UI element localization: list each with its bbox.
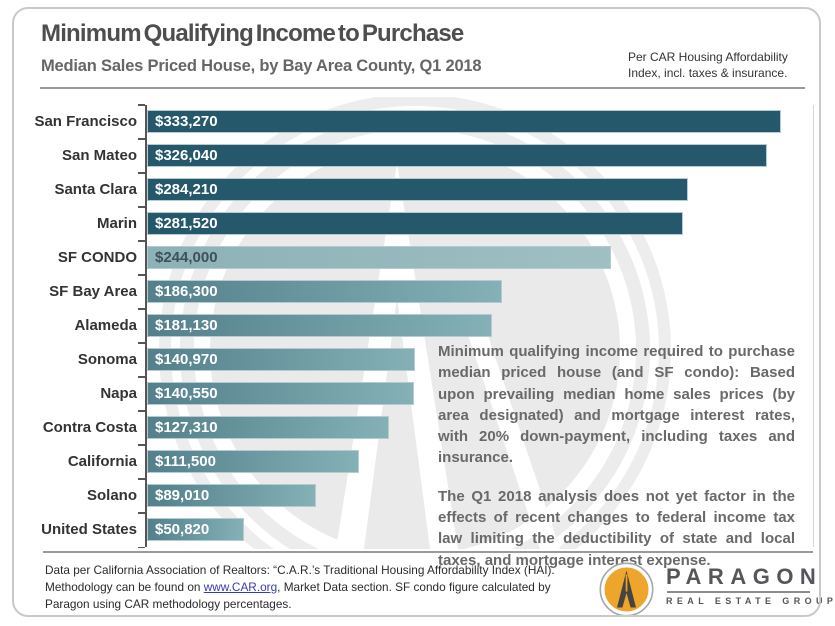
bar-track: $140,550	[138, 376, 813, 411]
bar-value-label: $326,040	[155, 147, 218, 164]
chart-row: Napa $140,550	[30, 376, 813, 411]
chart-row: Alameda $181,130	[30, 308, 813, 343]
bar-sf-condo: $244,000	[147, 246, 612, 269]
bar-san-francisco: $333,270	[147, 110, 782, 133]
bar-track: $89,010	[138, 478, 813, 513]
chart-row: SF Bay Area $186,300	[30, 274, 813, 309]
bar-value-label: $140,550	[155, 385, 218, 402]
footer-text-before-link: Data per California Association of Realt…	[45, 563, 555, 594]
bar-value-label: $244,000	[155, 249, 218, 266]
bar-value-label: $140,970	[155, 351, 218, 368]
bar-california: $111,500	[147, 450, 360, 473]
category-label: Napa	[100, 385, 137, 402]
bar-track: $181,130	[138, 308, 813, 343]
page-subtitle: Median Sales Priced House, by Bay Area C…	[41, 57, 482, 75]
chart-row: San Francisco $333,270	[30, 104, 813, 139]
bar-track: $50,820	[138, 512, 813, 548]
chart-row: SF CONDO $244,000	[30, 240, 813, 275]
category-label: San Francisco	[34, 113, 137, 130]
bar-track: $284,210	[138, 172, 813, 207]
chart-row: Solano $89,010	[30, 478, 813, 513]
category-label: Solano	[86, 487, 137, 504]
paragon-wordmark: PARAGON	[666, 564, 823, 589]
bar-napa: $140,550	[147, 382, 415, 405]
footer-source-text: Data per California Association of Realt…	[45, 562, 597, 612]
bar-sonoma: $140,970	[147, 348, 416, 371]
category-label: Marin	[96, 215, 137, 232]
category-label: Contra Costa	[42, 419, 137, 436]
paragon-logo-rule	[667, 591, 810, 594]
chart-row: United States $50,820	[30, 512, 813, 548]
bar-value-label: $50,820	[155, 521, 210, 538]
bar-track: $326,040	[138, 138, 813, 173]
bar-san-mateo: $326,040	[147, 144, 768, 167]
category-label: United States	[41, 521, 137, 538]
bar-alameda: $181,130	[147, 314, 492, 337]
bar-sf-bay-area: $186,300	[147, 280, 502, 303]
chart-row: Sonoma $140,970	[30, 342, 813, 377]
bar-value-label: $333,270	[155, 113, 218, 130]
bar-track: $186,300	[138, 274, 813, 309]
annotation-paragraph-1: Minimum qualifying income required to pu…	[438, 343, 795, 467]
category-label: California	[67, 453, 137, 470]
footer-divider	[43, 551, 813, 553]
bar-santa-clara: $284,210	[147, 178, 688, 201]
category-label: Sonoma	[77, 351, 137, 368]
bar-track: $244,000	[138, 240, 813, 275]
category-label: SF CONDO	[57, 249, 137, 266]
header-note: Per CAR Housing Affordability Index, inc…	[628, 50, 788, 80]
chart-row: San Mateo $326,040	[30, 138, 813, 173]
bar-value-label: $89,010	[155, 487, 210, 504]
chart-row: Santa Clara $284,210	[30, 172, 813, 207]
chart-row: Contra Costa $127,310	[30, 410, 813, 445]
paragon-logo: PARAGON REAL ESTATE GROUP	[599, 562, 835, 617]
car-org-link[interactable]: www.CAR.org	[203, 579, 278, 594]
chart-annotation: Minimum qualifying income required to pu…	[438, 341, 795, 588]
chart-row: Marin $281,520	[30, 206, 813, 241]
bar-track: $333,270	[138, 104, 813, 139]
bar-track: $127,310	[138, 410, 813, 445]
bar-value-label: $181,130	[155, 317, 218, 334]
category-label: SF Bay Area	[49, 283, 137, 300]
bar-value-label: $111,500	[155, 453, 216, 470]
category-label: Alameda	[74, 317, 137, 334]
bar-marin: $281,520	[147, 212, 683, 235]
bar-track: $111,500	[138, 444, 813, 479]
chart-row: California $111,500	[30, 444, 813, 479]
bar-track: $281,520	[138, 206, 813, 241]
bar-solano: $89,010	[147, 484, 317, 507]
footer-text-after-link: , Market Data section. SF condo figure c…	[45, 579, 551, 611]
paragon-logo-text: PARAGON REAL ESTATE GROUP	[666, 562, 835, 606]
category-label: San Mateo	[61, 147, 137, 164]
bar-united-states: $50,820	[147, 518, 244, 541]
annotation-paragraph-2: The Q1 2018 analysis does not yet factor…	[438, 487, 795, 569]
bar-value-label: $186,300	[155, 283, 218, 300]
paragon-logo-icon	[599, 562, 654, 617]
bar-contra-costa: $127,310	[147, 416, 390, 439]
bar-value-label: $281,520	[155, 215, 218, 232]
bar-track: $140,970	[138, 342, 813, 377]
bar-chart: San Francisco $333,270 San Mateo $326,040 Sa…	[30, 104, 814, 548]
page-title: Minimum Qualifying Income to Purchase	[41, 20, 464, 47]
title-divider	[40, 87, 805, 89]
bar-value-label: $127,310	[155, 419, 218, 436]
bar-value-label: $284,210	[155, 181, 218, 198]
category-label: Santa Clara	[54, 181, 137, 198]
paragon-tagline: REAL ESTATE GROUP	[666, 596, 835, 607]
